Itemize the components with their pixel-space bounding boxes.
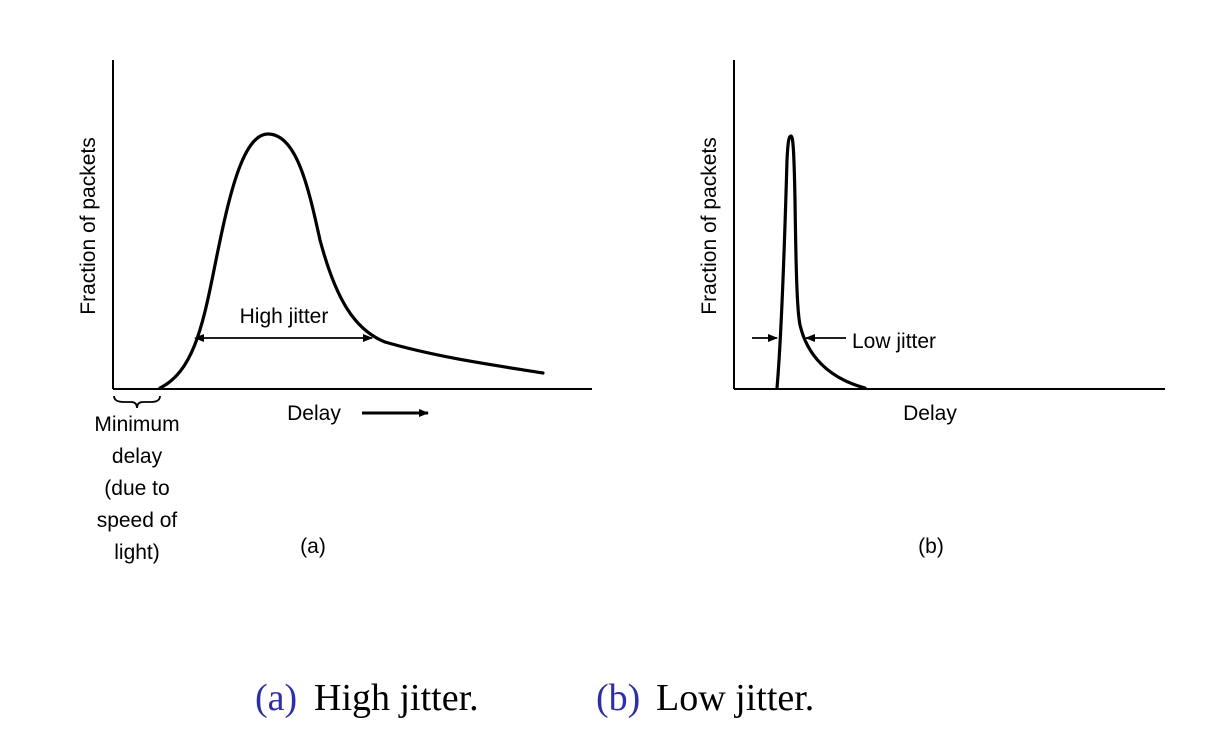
chart-b-x-axis-label: Delay (903, 402, 957, 425)
chart-b-delay-distribution-curve (775, 134, 867, 390)
chart-b-jitter-label: Low jitter (852, 330, 936, 353)
chart-a-minimum-delay-note: Minimum delay (due to speed of light) (94, 413, 179, 564)
chart-a-y-axis-label: Fraction of packets (77, 137, 100, 314)
minimum-delay-line-2: delay (112, 445, 163, 468)
minimum-delay-line-1: Minimum (94, 413, 179, 436)
caption-b-tag: (b) (596, 677, 640, 719)
caption-a-text: High jitter. (314, 677, 479, 719)
minimum-delay-line-4: speed of (97, 509, 178, 532)
chart-a-delay-distribution-curve (158, 132, 545, 390)
chart-a: Fraction of packets High jitter Minimum … (77, 60, 592, 564)
caption-b-text: Low jitter. (656, 677, 814, 719)
figure-caption: (a) High jitter. (b) Low jitter. (255, 677, 814, 719)
chart-b: Fraction of packets Low jitter Delay (b) (698, 60, 1165, 558)
minimum-delay-line-3: (due to (104, 477, 169, 500)
minimum-delay-line-5: light) (114, 541, 160, 564)
chart-a-jitter-label: High jitter (240, 305, 329, 328)
chart-b-panel-label: (b) (918, 535, 944, 558)
caption-a-tag: (a) (255, 677, 297, 719)
chart-a-panel-label: (a) (300, 535, 326, 558)
chart-b-y-axis-label: Fraction of packets (698, 137, 721, 314)
chart-a-x-axis-label: Delay (287, 402, 341, 425)
chart-a-minimum-delay-brace (113, 395, 161, 409)
